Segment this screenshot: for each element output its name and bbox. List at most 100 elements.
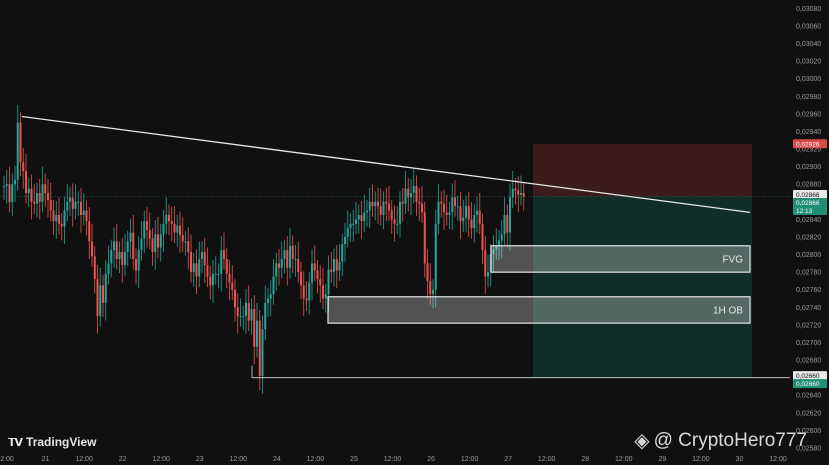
candle-body <box>429 280 432 295</box>
y-tick-label: 0,02800 <box>796 252 821 259</box>
y-tick-label: 0,02620 <box>796 410 821 417</box>
candle-body <box>327 269 330 295</box>
candle-body <box>96 279 99 317</box>
candle-body <box>16 122 19 180</box>
candle-body <box>143 221 146 239</box>
candle-body <box>148 229 151 239</box>
zone-label: FVG <box>722 254 743 265</box>
zone-box-fvg[interactable] <box>490 245 751 273</box>
drawing-overlays[interactable]: FVG 1H OB <box>0 115 790 379</box>
candle-body <box>250 309 253 321</box>
x-tick-label: 12:00 <box>461 456 479 463</box>
candle-body <box>179 225 181 236</box>
y-tick-label: 0,03080 <box>796 6 821 13</box>
candle-body <box>349 223 352 229</box>
candle-body <box>162 223 165 235</box>
candle-body <box>25 171 27 194</box>
x-tick-label: 23 <box>196 456 204 463</box>
candle-body <box>102 285 104 303</box>
candle-body <box>82 210 85 216</box>
x-tick-label: 24 <box>273 456 281 463</box>
candle-body <box>520 193 522 195</box>
candle-body <box>159 234 162 248</box>
candle-body <box>63 210 66 227</box>
x-tick-label: 27 <box>504 456 512 463</box>
candle-body <box>44 184 47 194</box>
trade-zones <box>533 143 752 378</box>
zone-label: 1H OB <box>713 305 743 316</box>
candle-body <box>154 234 157 252</box>
candle-body <box>377 201 379 207</box>
y-tick-label: 0,02920 <box>796 147 821 154</box>
candle-body <box>58 215 60 224</box>
zone-box-1h-ob[interactable] <box>327 296 751 324</box>
candle-body <box>426 263 429 281</box>
candle-body <box>308 282 311 301</box>
x-tick-label: 28 <box>581 456 589 463</box>
y-tick-label: 0,02880 <box>796 182 821 189</box>
candle-body <box>344 236 346 245</box>
candle-body <box>3 185 5 187</box>
x-tick-label: 22 <box>119 456 127 463</box>
y-tick-label: 0,02640 <box>796 393 821 400</box>
candle-body <box>289 245 291 268</box>
candle-body <box>434 223 437 290</box>
candle-body <box>445 212 448 216</box>
candle-body <box>69 197 71 202</box>
candle-body <box>407 188 410 198</box>
candle-body <box>432 289 434 295</box>
y-tick-label: 0,02720 <box>796 322 821 329</box>
y-tick-label: 0,02740 <box>796 305 821 312</box>
candle-body <box>481 223 484 251</box>
candle-body <box>85 210 88 222</box>
candle-body <box>335 258 338 271</box>
candle-body <box>27 188 30 194</box>
candle-body <box>456 206 459 208</box>
candle-body <box>324 294 327 299</box>
y-tick-label: 0,02680 <box>796 358 821 365</box>
y-tick-label: 0,03000 <box>796 76 821 83</box>
y-tick-label: 0,02600 <box>796 428 821 435</box>
candle-body <box>352 223 355 225</box>
candle-body <box>146 221 148 230</box>
y-axis[interactable]: 0,03080 0,03060 0,03040 0,03020 0,03000 0,029… <box>796 6 821 453</box>
candle-body <box>517 190 520 195</box>
y-tick-label: 0,03060 <box>796 23 821 30</box>
x-tick-label: 30 <box>736 456 744 463</box>
candle-body <box>459 206 462 222</box>
candle-body <box>503 215 506 235</box>
y-tick-label: 0,02780 <box>796 270 821 277</box>
candle-body <box>165 215 168 224</box>
candle-body <box>187 241 190 252</box>
candle-body <box>313 263 316 271</box>
y-tick-label: 0,02840 <box>796 217 821 224</box>
x-axis[interactable]: 2:00 21 12:00 22 12:00 23 12:00 24 12:00 25 12:00 2… <box>0 456 787 463</box>
candle-body <box>423 212 426 264</box>
candle-body <box>412 185 415 194</box>
candle-body <box>30 188 33 202</box>
candle-body <box>404 188 407 204</box>
candle-body <box>283 250 286 259</box>
candle-body <box>269 294 272 299</box>
candle-body <box>181 235 184 242</box>
candle-body <box>355 219 357 224</box>
x-tick-label: 12:00 <box>692 456 710 463</box>
price-badge-target-price <box>793 379 827 389</box>
candle-body <box>41 184 44 202</box>
candle-body <box>484 250 487 277</box>
candle-body <box>60 223 63 227</box>
candle-body <box>360 215 363 222</box>
candle-body <box>302 285 305 299</box>
candle-body <box>22 162 25 172</box>
candle-body <box>209 276 212 286</box>
candle-body <box>168 215 170 222</box>
candle-body <box>448 212 451 216</box>
candle-body <box>399 201 401 224</box>
candle-body <box>393 219 396 224</box>
candle-body <box>217 273 220 275</box>
candle-body <box>242 316 245 318</box>
trendline[interactable] <box>21 115 751 214</box>
candle-body <box>454 197 456 207</box>
candle-body <box>8 184 11 202</box>
